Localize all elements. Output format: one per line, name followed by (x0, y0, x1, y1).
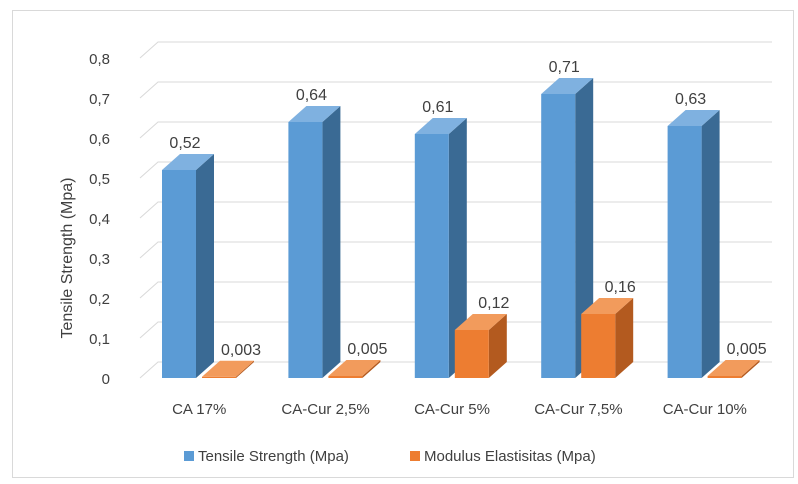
tensile-strength-bar (667, 110, 720, 378)
data-label: 0,12 (478, 295, 509, 312)
data-label: 0,64 (296, 87, 327, 104)
bar-side (322, 106, 341, 378)
y-tick-label: 0,8 (89, 51, 110, 68)
data-label: 0,52 (169, 135, 200, 152)
bar-top (288, 106, 341, 122)
bar-front (328, 376, 363, 378)
tensile-strength-bar (541, 78, 594, 378)
bar-front (581, 314, 616, 378)
y-axis-ticks: 0 0,1 0,2 0,3 0,4 0,5 0,6 0,7 0,8 (89, 51, 110, 388)
y-tick-label: 0,5 (89, 171, 110, 188)
bar-front (454, 330, 489, 378)
y-tick-label: 0,4 (89, 211, 110, 228)
bar-side (448, 118, 467, 378)
bar-front (707, 376, 742, 378)
bar-top (667, 110, 720, 126)
bar-top (414, 118, 467, 134)
y-tick-label: 0,1 (89, 331, 110, 348)
x-tick-label: CA-Cur 7,5% (534, 401, 622, 418)
legend[interactable]: Tensile Strength (Mpa) Modulus Elastisita… (184, 448, 596, 465)
tensile-strength-bar (414, 118, 467, 378)
legend-label: Modulus Elastisitas (Mpa) (424, 448, 596, 465)
data-label: 0,005 (727, 341, 767, 358)
data-label: 0,16 (605, 279, 636, 296)
bar-front (162, 170, 196, 378)
bars (162, 78, 760, 378)
bar-side (575, 78, 594, 378)
y-axis-title: Tensile Strength (Mpa) (59, 178, 76, 339)
x-axis-ticks: CA 17% CA-Cur 2,5% CA-Cur 5% CA-Cur 7,5% CA-… (172, 401, 747, 418)
modulus-elastisitas-bar (202, 360, 254, 378)
legend-item: Tensile Strength (Mpa) (184, 448, 349, 465)
tensile-strength-bar (288, 106, 341, 378)
bar-front (288, 122, 323, 378)
legend-item: Modulus Elastisitas (Mpa) (410, 448, 596, 465)
data-labels: 0,52 0,003 0,64 0,005 0,61 0,12 0,71 0,16 0,63 0,… (169, 59, 766, 359)
x-tick-label: CA-Cur 10% (663, 401, 747, 418)
x-tick-label: CA-Cur 5% (414, 401, 490, 418)
data-label: 0,61 (422, 99, 453, 116)
bar-top (541, 78, 594, 94)
bar-top (707, 360, 760, 376)
bar-front (414, 134, 449, 378)
legend-swatch (410, 451, 420, 461)
y-tick-label: 0 (102, 371, 110, 388)
y-tick-label: 0,6 (89, 131, 110, 148)
bar-front (667, 126, 702, 378)
modulus-elastisitas-bar (454, 314, 507, 378)
bar-front (541, 94, 576, 378)
bar-top (202, 360, 254, 377)
data-label: 0,005 (347, 341, 387, 358)
bar-side (615, 298, 634, 378)
tensile-strength-bar (162, 154, 214, 378)
y-tick-label: 0,3 (89, 251, 110, 268)
bar-top (581, 298, 634, 314)
chart-frame (12, 10, 794, 478)
x-tick-label: CA 17% (172, 401, 226, 418)
data-label: 0,63 (675, 91, 706, 108)
bar-side (362, 360, 381, 378)
bar-front (202, 376, 236, 378)
bar-side (488, 314, 507, 378)
bar-side (236, 360, 254, 378)
bar-top (454, 314, 507, 330)
bar-side (196, 154, 214, 378)
bar-top (328, 360, 381, 376)
y-tick-label: 0,2 (89, 291, 110, 308)
bar-side (701, 110, 720, 378)
x-tick-label: CA-Cur 2,5% (281, 401, 369, 418)
modulus-elastisitas-bar (581, 298, 634, 378)
legend-swatch (184, 451, 194, 461)
modulus-elastisitas-bar (707, 360, 760, 378)
data-label: 0,71 (549, 59, 580, 76)
bar-side (741, 360, 760, 378)
bar-top (162, 154, 214, 170)
gridline (139, 41, 772, 59)
legend-label: Tensile Strength (Mpa) (198, 448, 349, 465)
modulus-elastisitas-bar (328, 360, 381, 378)
data-label: 0,003 (221, 342, 261, 359)
y-tick-label: 0,7 (89, 91, 110, 108)
